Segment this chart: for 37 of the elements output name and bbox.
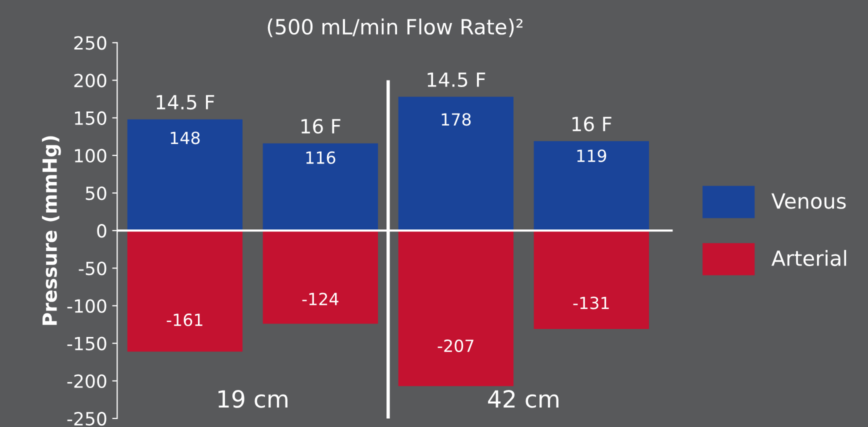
x-tick-label: 14.5 F xyxy=(156,95,214,110)
data-label: 148 xyxy=(170,132,200,144)
y-tick-label: 100 xyxy=(74,148,106,163)
bar xyxy=(127,230,243,352)
bar xyxy=(262,230,378,324)
y-tick-label: -150 xyxy=(67,336,106,350)
bar xyxy=(534,141,649,231)
legend-label: Venous xyxy=(771,193,846,209)
y-tick-label: -200 xyxy=(67,374,106,388)
y-tick-label: 250 xyxy=(74,36,106,50)
y-tick-label: 0 xyxy=(97,224,106,238)
x-tick-label: 14.5 F xyxy=(428,72,486,88)
chart-title: (500 mL/min Flow Rate)² xyxy=(268,18,523,38)
data-label: -207 xyxy=(438,339,474,352)
bar xyxy=(398,96,514,231)
bar xyxy=(262,143,378,231)
y-tick-label: -50 xyxy=(78,262,106,276)
annotation: 19 cm xyxy=(218,390,288,408)
bar xyxy=(127,119,243,231)
x-tick-label: 16 F xyxy=(302,118,340,134)
data-label: 119 xyxy=(577,149,606,162)
data-label: -131 xyxy=(573,296,609,310)
y-tick-label: -100 xyxy=(67,299,106,313)
x-tick-label: 16 F xyxy=(572,116,612,132)
y-tick-label: 50 xyxy=(86,186,106,200)
y-axis-title: Pressure (mmHg) xyxy=(42,136,61,325)
data-label: 116 xyxy=(306,151,336,164)
y-tick-label: 200 xyxy=(74,74,106,88)
data-label: -124 xyxy=(302,292,338,306)
y-tick-label: 150 xyxy=(74,111,106,125)
data-label: 178 xyxy=(442,113,471,126)
y-tick-label: -250 xyxy=(67,412,106,426)
annotation: 42 cm xyxy=(488,390,558,408)
data-label: -161 xyxy=(166,314,202,326)
bar xyxy=(534,230,649,330)
legend-label: Arterial xyxy=(771,250,846,266)
bar xyxy=(398,230,514,386)
